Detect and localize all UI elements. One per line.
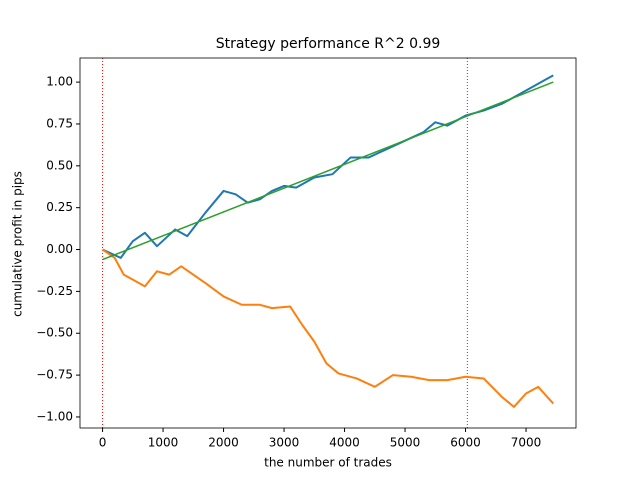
chart-title: Strategy performance R^2 0.99 <box>216 36 441 52</box>
x-tick-label: 3000 <box>269 436 300 450</box>
x-tick-label: 4000 <box>329 436 360 450</box>
y-tick-label: 1.00 <box>46 75 73 89</box>
x-tick-label: 6000 <box>450 436 481 450</box>
series-line <box>101 248 554 408</box>
x-tick-label: 2000 <box>208 436 239 450</box>
series-line <box>102 81 554 261</box>
y-tick-label: −0.25 <box>36 284 73 298</box>
series-line <box>102 74 554 259</box>
y-tick-label: −0.50 <box>36 326 73 340</box>
x-tick-label: 7000 <box>511 436 542 450</box>
y-tick-label: 0.00 <box>46 242 73 256</box>
y-tick-label: 0.25 <box>46 200 73 214</box>
axes-frame <box>79 57 577 429</box>
y-tick-label: −1.00 <box>36 409 73 423</box>
x-tick-label: 0 <box>99 436 107 450</box>
y-axis-label: cumulative profit in pips <box>11 171 25 317</box>
y-tick-label: 0.75 <box>46 116 73 130</box>
x-axis-label: the number of trades <box>264 456 392 470</box>
x-tick-label: 5000 <box>390 436 421 450</box>
y-tick-label: −0.75 <box>36 368 73 382</box>
y-tick-label: 0.50 <box>46 158 73 172</box>
x-tick-label: 1000 <box>148 436 179 450</box>
